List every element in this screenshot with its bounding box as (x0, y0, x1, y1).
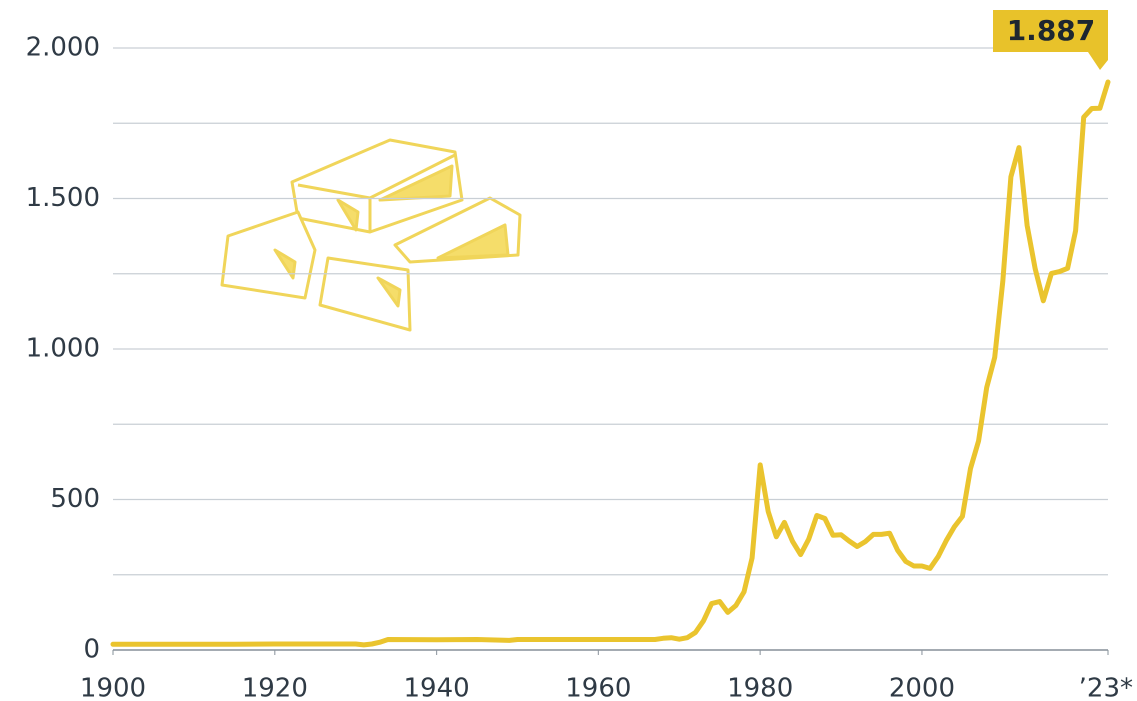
annotation-label: 1.887 (1007, 14, 1096, 47)
chart: 0 500 1.000 1.500 2.000 1900 1920 1940 1960 1980 2… (0, 0, 1137, 701)
y-tick-label: 500 (50, 484, 100, 514)
x-tick-label: 1960 (565, 674, 631, 701)
y-tick-label: 1.500 (26, 183, 100, 213)
gold-bars-icon (220, 140, 520, 330)
x-tick-label: 1940 (403, 674, 469, 701)
y-tick-label: 0 (83, 635, 100, 665)
y-tick-label: 1.000 (26, 334, 100, 364)
x-tick-label: 1920 (242, 674, 308, 701)
x-tick-label: 2000 (889, 674, 955, 701)
x-tick-label: 1980 (727, 674, 793, 701)
x-tick-label: 1900 (80, 674, 146, 701)
y-tick-label: 2.000 (26, 33, 100, 63)
price-line (113, 82, 1108, 645)
x-tick-label: ’23* (1079, 674, 1133, 701)
